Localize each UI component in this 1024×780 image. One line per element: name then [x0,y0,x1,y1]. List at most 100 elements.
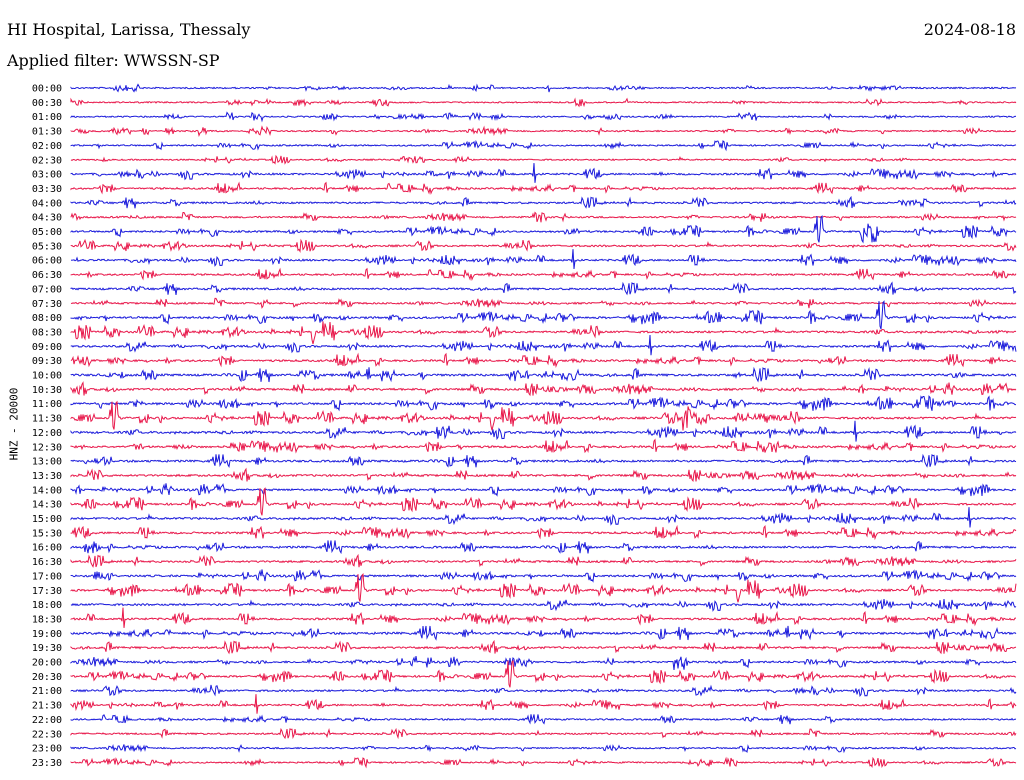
trace-line [70,83,1017,93]
trace-line [70,420,1017,442]
row-label: 09:30 [32,356,62,367]
trace-line [70,659,1017,688]
trace-line [70,400,1017,431]
row-label: 22:00 [32,715,62,726]
trace-line [70,125,1017,138]
trace-line [70,395,1016,412]
trace-line [70,163,1017,183]
row-label: 15:00 [32,514,62,525]
trace-line [70,97,1017,108]
trace-line [70,607,1016,628]
row-label: 19:30 [32,643,62,654]
row-label: 19:00 [32,629,62,640]
row-label: 17:30 [32,586,62,597]
trace-line [70,714,1017,725]
row-label: 04:30 [32,213,62,224]
row-label: 14:30 [32,500,62,511]
trace-line [70,249,1017,270]
trace-line [70,381,1017,397]
trace-line [70,111,1017,123]
row-label: 22:30 [32,729,62,740]
trace-line [70,727,1017,740]
row-label: 08:00 [32,313,62,324]
row-label: 02:00 [32,141,62,152]
row-label: 13:30 [32,471,62,482]
row-label: 16:00 [32,543,62,554]
row-label: 12:30 [32,442,62,453]
trace-line [70,281,1017,296]
trace-line [70,656,1017,671]
trace-line [70,573,1017,603]
trace-line [70,214,1017,244]
row-label: 13:00 [32,457,62,468]
row-label: 01:00 [32,112,62,123]
row-label: 00:00 [32,84,62,95]
trace-line [70,181,1017,195]
row-label: 18:00 [32,600,62,611]
trace-line [70,453,1017,469]
row-label: 09:00 [32,342,62,353]
trace-line [70,598,1017,612]
trace-line [70,524,1017,541]
row-label: 04:00 [32,198,62,209]
trace-line [70,507,1017,528]
row-label: 23:00 [32,744,62,755]
row-label: 15:30 [32,528,62,539]
station-title: HI Hospital, Larissa, Thessaly [7,20,251,39]
trace-line [70,300,1017,330]
row-label: 17:00 [32,571,62,582]
trace-line [70,553,1017,568]
row-label: 12:00 [32,428,62,439]
filter-label: Applied filter: WWSSN-SP [7,51,220,70]
trace-line [70,297,1017,309]
row-label: 10:00 [32,371,62,382]
trace-line [70,267,1017,281]
trace-line [70,334,1017,356]
trace-line [70,438,1017,454]
trace-line [70,467,1017,482]
trace-line [70,211,1017,223]
row-label: 07:30 [32,299,62,310]
trace-line [70,639,1017,655]
row-label: 05:30 [32,241,62,252]
row-label: 02:30 [32,155,62,166]
row-label: 03:00 [32,170,62,181]
row-label: 06:30 [32,270,62,281]
trace-line [70,195,1017,209]
row-label: 10:30 [32,385,62,396]
row-label: 08:30 [32,327,62,338]
row-label: 21:00 [32,686,62,697]
row-label: 18:30 [32,614,62,625]
date-label: 2024-08-18 [923,20,1016,39]
row-label: 03:30 [32,184,62,195]
row-label: 05:00 [32,227,62,238]
trace-line [70,625,1017,641]
row-label: 23:30 [32,758,62,769]
trace-line [70,756,1017,769]
trace-line [70,569,1017,583]
row-label: 16:30 [32,557,62,568]
row-label: 14:00 [32,485,62,496]
trace-line [70,352,1016,369]
trace-line [70,487,1017,516]
row-label: 11:30 [32,414,62,425]
trace-line [70,744,1017,754]
trace-line [70,483,1017,497]
row-label: 11:00 [32,399,62,410]
trace-line [70,321,1017,345]
row-label: 07:00 [32,284,62,295]
row-label: 00:30 [32,98,62,109]
trace-line [70,139,1017,152]
row-label: 06:00 [32,256,62,267]
trace-line [70,694,1017,714]
trace-line [70,540,1017,555]
row-label: 20:00 [32,658,62,669]
row-label: 01:30 [32,127,62,138]
row-label: 21:30 [32,701,62,712]
trace-line [70,154,1017,165]
trace-line [70,684,1017,697]
trace-line [70,366,1017,383]
trace-line [70,238,1017,254]
row-label: 20:30 [32,672,62,683]
